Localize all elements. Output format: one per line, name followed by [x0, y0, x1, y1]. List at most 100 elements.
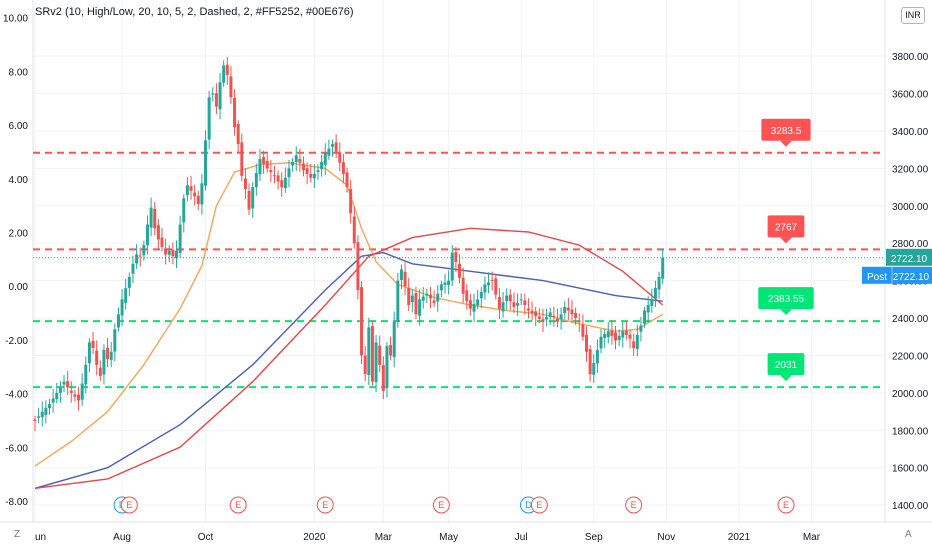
candle-body [548, 312, 552, 317]
candle-body [58, 387, 62, 393]
candle-body [265, 160, 269, 169]
x-axis-label: Mar [375, 532, 393, 543]
candle-body [399, 269, 403, 281]
candle-body [189, 186, 193, 191]
candle-body [145, 224, 149, 245]
candle-body [588, 349, 592, 375]
timezone-button[interactable]: Z [14, 529, 21, 540]
candle-body [236, 124, 240, 145]
event-circle [625, 496, 643, 514]
post-price-tag: Post [867, 272, 887, 283]
earnings-event-marker[interactable]: E [625, 496, 643, 514]
candle-body [628, 334, 632, 339]
candle-body [635, 334, 639, 349]
candle-body [447, 280, 451, 286]
candle-body [458, 263, 462, 278]
candle-body [37, 416, 41, 418]
candle-body [312, 174, 316, 179]
resistance-level-badge: 3283.5 [761, 118, 811, 147]
candle-body [570, 309, 574, 315]
candle-body [421, 296, 425, 301]
candle-body [559, 314, 563, 320]
support-level-badge: 2383.55 [758, 287, 814, 316]
candle-body [229, 76, 233, 98]
candle-body [91, 340, 95, 348]
candle-body [55, 392, 59, 400]
x-axis-label: May [439, 532, 458, 543]
event-label: E [631, 500, 637, 510]
candle-body [367, 327, 371, 375]
candle-body [113, 329, 117, 352]
candle-body [643, 310, 647, 324]
event-circle [229, 496, 247, 514]
candle-body [175, 250, 179, 259]
auto-scale-button[interactable]: A [905, 529, 912, 540]
candle-body [66, 381, 70, 388]
right-axis-tick: 2400.00 [892, 314, 929, 325]
candle-body [305, 168, 309, 174]
x-axis-label: Aug [113, 532, 131, 543]
candle-body [461, 277, 465, 294]
level-badge-box [761, 118, 811, 141]
candle-body [62, 381, 66, 385]
right-axis-tick: 2000.00 [892, 389, 929, 400]
candle-body [494, 278, 498, 295]
earnings-event-marker[interactable]: E [432, 496, 450, 514]
earnings-event-marker[interactable]: E [229, 496, 247, 514]
earnings-event-marker[interactable]: E [530, 496, 548, 514]
right-axis-tick: 3800.00 [892, 52, 929, 63]
candle-body [178, 224, 182, 253]
candle-body [323, 153, 327, 165]
candle-body [196, 195, 200, 204]
candle-body [349, 189, 353, 214]
candle-body [135, 254, 139, 264]
event-label: D [525, 500, 532, 510]
candle-body [167, 250, 171, 255]
candle-body [338, 152, 342, 163]
candle-body [396, 280, 400, 322]
left-axis-tick: -4.00 [5, 390, 28, 401]
candle-body [545, 317, 549, 320]
candle-body [443, 282, 447, 285]
level-badge-box [758, 287, 814, 310]
candle-body [84, 364, 88, 385]
x-axis-label: 2021 [728, 532, 751, 543]
candle-body [530, 310, 534, 314]
post-price-box [862, 266, 932, 284]
left-axis-tick: -6.00 [5, 443, 28, 454]
earnings-event-marker[interactable]: E [316, 496, 334, 514]
candle-body [614, 332, 618, 341]
candle-body [341, 162, 345, 174]
candle-body [211, 93, 215, 95]
event-label: E [438, 500, 444, 510]
candle-body [127, 276, 131, 288]
post-price-value: 2722.10 [893, 272, 930, 283]
study-title[interactable]: SRv2 (10, High/Low, 20, 10, 5, 2, Dashed… [35, 6, 354, 18]
candle-body [370, 326, 374, 382]
post-price-label: Post 2722.10 [862, 266, 932, 284]
candle-body [214, 93, 218, 107]
right-axis-tick: 3600.00 [892, 90, 929, 101]
level-badge-pointer [780, 375, 792, 382]
candle-body [193, 192, 197, 197]
candle-body [574, 313, 578, 319]
last-price-box [886, 248, 932, 266]
last-price-label: 2722.10 [886, 248, 932, 266]
candle-body [505, 295, 509, 302]
candle-body [164, 248, 168, 255]
candle-body [566, 307, 570, 311]
candle-body [233, 97, 237, 128]
earnings-event-marker[interactable]: E [120, 496, 138, 514]
candle-body [657, 276, 661, 290]
candle-body [207, 97, 211, 140]
candle-body [334, 142, 338, 152]
currency-badge[interactable]: INR [901, 7, 925, 24]
candle-body [541, 319, 545, 322]
candle-body [258, 159, 262, 175]
candle-body [345, 172, 349, 188]
earnings-event-marker[interactable]: E [777, 496, 795, 514]
x-axis-label: Jul [515, 532, 528, 543]
candle-body [182, 198, 186, 223]
support-level-badge: 2031 [767, 353, 805, 382]
